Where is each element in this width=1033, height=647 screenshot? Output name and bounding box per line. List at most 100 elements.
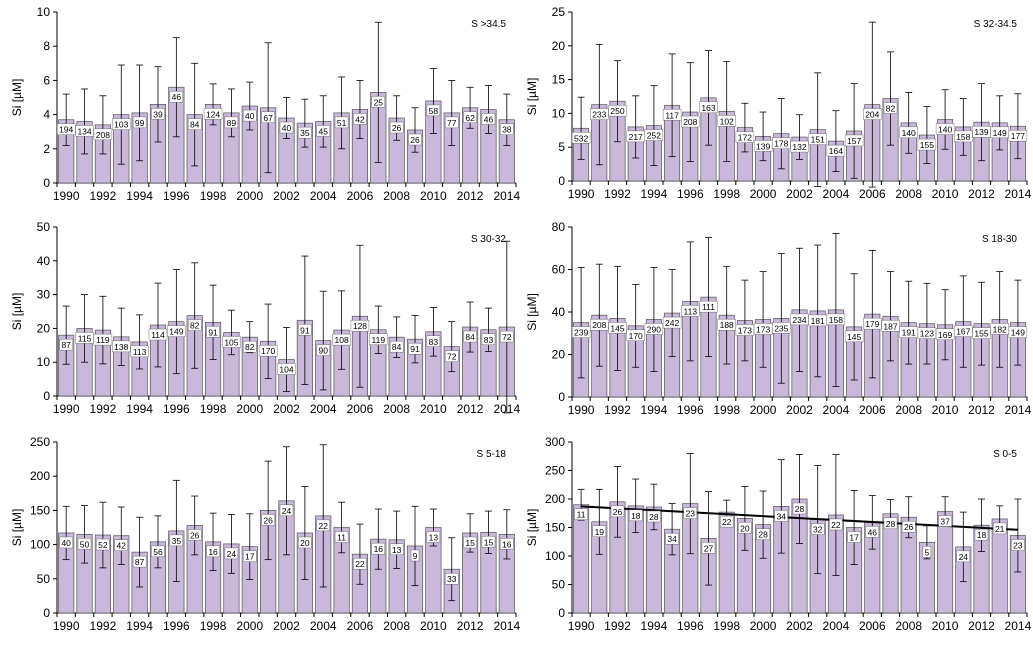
data-label: 40	[282, 123, 292, 133]
data-label-box	[826, 144, 846, 157]
data-label: 33	[447, 574, 457, 584]
data-label: 90	[318, 346, 328, 356]
data-label-box	[408, 133, 422, 146]
x-tick-label: 2000	[750, 619, 777, 633]
data-label-box	[662, 316, 682, 329]
data-label-box	[132, 116, 147, 129]
data-label-box	[75, 125, 94, 137]
x-tick-label: 2004	[823, 403, 850, 417]
x-tick-label: 1994	[641, 403, 668, 417]
x-tick-label: 2006	[347, 189, 374, 203]
data-label-box	[334, 116, 349, 129]
data-label-box	[463, 330, 477, 343]
data-label: 84	[190, 120, 200, 130]
data-label-box	[445, 116, 459, 129]
data-label-box	[130, 345, 149, 358]
panel-title: S 18-30	[982, 234, 1017, 245]
data-label: 58	[429, 106, 439, 116]
x-tick-label: 1994	[126, 402, 153, 416]
data-label: 155	[974, 329, 988, 339]
y-tick-label: 300	[545, 435, 565, 449]
x-tick-label: 2012	[968, 403, 995, 417]
y-tick-label: 20	[552, 348, 566, 362]
data-label: 35	[300, 128, 310, 138]
data-label-box	[608, 322, 627, 334]
data-label-box	[371, 96, 385, 108]
data-label: 217	[629, 132, 643, 142]
data-label: 52	[98, 540, 108, 550]
data-label-box	[626, 130, 645, 143]
y-tick-label: 10	[37, 355, 51, 369]
data-label: 82	[886, 104, 896, 114]
data-label: 45	[318, 126, 328, 136]
data-label: 46	[868, 527, 878, 537]
data-label-box	[644, 129, 664, 141]
x-tick-label: 2010	[932, 187, 959, 201]
data-label-box	[369, 333, 388, 345]
bar	[573, 504, 590, 614]
data-label-box	[410, 549, 420, 562]
x-tick-label: 2008	[895, 619, 922, 633]
y-tick-label: 30	[37, 288, 51, 302]
x-tick-label: 1990	[53, 619, 80, 633]
data-label-box	[258, 345, 278, 357]
data-label-box	[224, 116, 239, 129]
chart-panel-2: 0 10 20 30 40 50 1990 1992 1994 1996 1998 2000 2002 2…	[10, 220, 520, 416]
data-label: 26	[190, 530, 200, 540]
data-label-box	[954, 130, 973, 143]
x-tick-label: 1992	[90, 619, 117, 633]
data-label: 23	[1013, 540, 1023, 550]
data-label-box	[169, 534, 184, 547]
data-label-box	[756, 528, 770, 540]
data-label: 35	[172, 536, 182, 546]
data-label: 149	[169, 327, 183, 337]
x-tick-label: 1998	[200, 402, 227, 416]
y-axis-label: Si [µM]	[10, 509, 24, 547]
x-tick-label: 2004	[823, 619, 850, 633]
y-tick-label: 0	[43, 389, 50, 403]
x-tick-label: 2006	[347, 619, 374, 633]
data-label: 22	[722, 517, 732, 527]
x-tick-label: 2014	[493, 189, 520, 203]
x-tick-label: 2012	[968, 187, 995, 201]
data-label: 26	[392, 123, 402, 133]
y-tick-label: 10	[552, 106, 566, 120]
data-label-box	[148, 328, 168, 341]
data-label-box	[334, 531, 349, 543]
x-tick-label: 1990	[53, 189, 80, 203]
data-label-box	[863, 108, 882, 120]
data-label: 194	[59, 125, 73, 135]
data-label: 234	[792, 315, 806, 325]
data-label-box	[481, 113, 496, 125]
data-label-box	[644, 323, 664, 335]
data-label: 250	[610, 106, 624, 116]
data-label-box	[592, 525, 606, 537]
x-tick-label: 1996	[163, 189, 190, 203]
data-label-box	[500, 538, 514, 550]
data-label-box	[881, 320, 900, 332]
panel-title: S 30-32	[471, 234, 506, 245]
data-label: 140	[938, 124, 952, 134]
data-label-box	[1008, 326, 1028, 338]
data-label: 15	[484, 537, 494, 547]
data-label: 233	[592, 110, 606, 120]
data-label: 155	[920, 140, 934, 150]
data-label-box	[371, 542, 385, 555]
data-label: 123	[920, 329, 934, 339]
data-label: 235	[774, 323, 788, 333]
data-label: 128	[353, 321, 367, 331]
x-tick-label: 2014	[493, 619, 520, 633]
data-label: 167	[956, 327, 970, 337]
data-label-box	[683, 507, 697, 519]
x-tick-label: 1994	[641, 619, 668, 633]
data-label: 72	[502, 332, 512, 342]
x-tick-label: 2004	[823, 187, 850, 201]
data-label: 67	[263, 113, 273, 123]
data-label: 83	[429, 337, 439, 347]
data-label: 290	[647, 324, 661, 334]
data-label: 208	[96, 130, 110, 140]
data-label: 25	[374, 97, 384, 107]
data-label: 42	[355, 114, 365, 124]
data-label-box	[93, 128, 113, 141]
